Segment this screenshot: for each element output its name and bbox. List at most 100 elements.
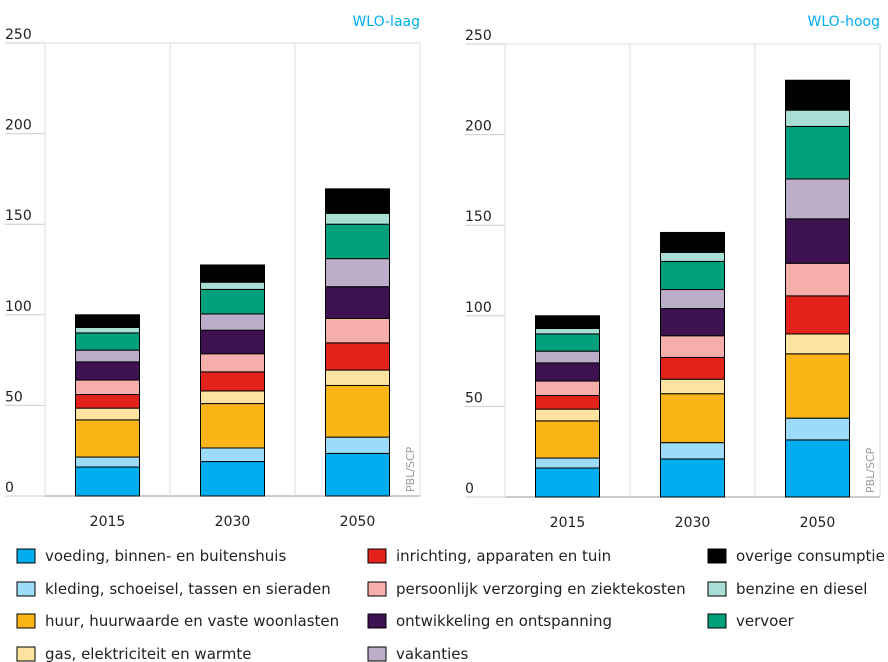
x-tick-label: 2050	[340, 514, 376, 530]
legend-label: vervoer	[736, 612, 795, 630]
bar-segment	[200, 403, 265, 449]
bar-segment	[535, 467, 600, 498]
legend-label: voeding, binnen- en buitenshuis	[45, 547, 286, 565]
y-tick-label: 50	[5, 389, 23, 405]
bar-segment	[660, 378, 725, 395]
legend-swatch	[367, 581, 387, 597]
bar-segment	[200, 281, 265, 290]
bar-segment	[535, 327, 600, 335]
bar-segment	[75, 332, 140, 351]
bar-segment	[325, 188, 390, 214]
bar-segment	[660, 260, 725, 291]
bar-segment	[660, 442, 725, 460]
y-tick-label: 100	[5, 299, 32, 315]
y-tick-label: 0	[465, 481, 474, 497]
bar-segment	[75, 314, 140, 328]
bar-segment	[785, 295, 850, 335]
bar-segment	[75, 361, 140, 381]
bar-segment	[785, 262, 850, 297]
bar-segment	[785, 178, 850, 220]
bar-segment	[535, 350, 600, 364]
bar-segment	[200, 353, 265, 373]
bar-segment	[325, 258, 390, 288]
source-label: PBL/SCP	[404, 446, 417, 492]
legend-swatch	[367, 613, 387, 629]
bar-segment	[660, 335, 725, 358]
bar-segment	[660, 231, 725, 253]
bar-segment	[535, 362, 600, 382]
bar-segment	[75, 407, 140, 421]
bar-segment	[660, 251, 725, 262]
legend-label: gas, elektriciteit en warmte	[45, 645, 252, 662]
bar-segment	[660, 308, 725, 337]
bar-segment	[660, 393, 725, 444]
bar-segment	[535, 457, 600, 469]
bar-segment	[75, 349, 140, 363]
bar-segment	[785, 109, 850, 127]
bar-segment	[75, 419, 140, 458]
legend-swatch	[367, 646, 387, 662]
bar-segment	[200, 390, 265, 405]
legend-swatch	[707, 548, 727, 564]
legend-label: huur, huurwaarde en vaste woonlasten	[45, 612, 339, 630]
bar-segment	[535, 395, 600, 410]
bar-segment	[75, 456, 140, 468]
legend-swatch	[16, 646, 36, 662]
legend-label: overige consumptie	[736, 547, 885, 565]
bar-segment	[200, 288, 265, 315]
legend-swatch	[16, 548, 36, 564]
y-tick-label: 250	[465, 28, 492, 44]
bar-segment	[785, 79, 850, 111]
bar-segment	[75, 466, 140, 497]
bar-segment	[785, 333, 850, 355]
bar-segment	[75, 379, 140, 396]
bar-segment	[535, 380, 600, 397]
x-tick-label: 2030	[215, 514, 251, 530]
y-tick-label: 50	[465, 390, 483, 406]
legend-swatch	[707, 581, 727, 597]
x-tick-label: 2050	[800, 515, 836, 531]
bar-segment	[200, 461, 265, 497]
legend-swatch	[367, 548, 387, 564]
bar-segment	[325, 452, 390, 497]
bar-segment	[200, 447, 265, 463]
bar-segment	[535, 408, 600, 422]
bar-segment	[325, 384, 390, 438]
y-tick-label: 200	[465, 119, 492, 135]
x-tick-label: 2015	[550, 515, 586, 531]
x-tick-label: 2015	[90, 514, 126, 530]
bar-segment	[535, 315, 600, 329]
legend-label: persoonlijk verzorging en ziektekosten	[396, 580, 686, 598]
bar-segment	[785, 218, 850, 264]
y-tick-label: 100	[465, 300, 492, 316]
bar-segment	[325, 369, 390, 386]
source-label: PBL/SCP	[864, 447, 877, 493]
bar-segment	[785, 125, 850, 180]
bar-segment	[660, 356, 725, 380]
legend-label: ontwikkeling en ontspanning	[396, 612, 612, 630]
bar-segment	[200, 264, 265, 283]
bar-segment	[785, 417, 850, 441]
bar-segment	[785, 353, 850, 419]
bar-segment	[535, 333, 600, 352]
bar-segment	[660, 289, 725, 310]
y-tick-label: 200	[5, 118, 32, 134]
bar-segment	[325, 223, 390, 260]
bar-segment	[785, 439, 850, 498]
y-tick-label: 150	[465, 209, 492, 225]
legend-swatch	[16, 613, 36, 629]
bar-segment	[200, 329, 265, 355]
legend-swatch	[707, 613, 727, 629]
legend-label: kleding, schoeisel, tassen en sieraden	[45, 580, 331, 598]
bar-segment	[325, 342, 390, 371]
legend-label: inrichting, apparaten en tuin	[396, 547, 611, 565]
bar-segment	[325, 436, 390, 454]
chart-title: WLO-hoog	[808, 14, 881, 30]
chart-title: WLO-laag	[352, 14, 420, 30]
x-tick-label: 2030	[675, 515, 711, 531]
legend-swatch	[16, 581, 36, 597]
y-tick-label: 250	[5, 27, 32, 43]
y-tick-label: 0	[5, 480, 14, 496]
bar-segment	[75, 326, 140, 334]
